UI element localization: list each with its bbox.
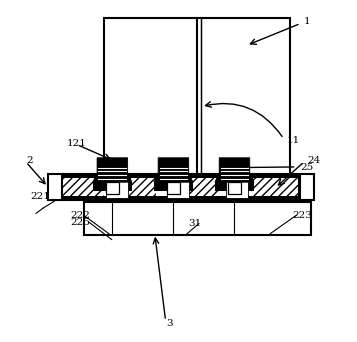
Bar xyxy=(84,201,311,235)
Bar xyxy=(61,174,299,178)
Polygon shape xyxy=(154,158,193,182)
Text: 225: 225 xyxy=(71,218,91,227)
Bar xyxy=(106,178,127,198)
Text: 3: 3 xyxy=(167,319,173,328)
Bar xyxy=(167,178,189,198)
Text: 25: 25 xyxy=(301,163,314,172)
Bar xyxy=(129,174,156,200)
Bar xyxy=(48,174,62,200)
Text: 222: 222 xyxy=(71,211,91,220)
Bar xyxy=(228,182,241,194)
Polygon shape xyxy=(93,158,132,182)
Bar xyxy=(190,174,217,200)
Bar xyxy=(119,182,132,190)
Text: 121: 121 xyxy=(66,139,86,148)
Bar xyxy=(300,174,314,200)
Bar xyxy=(154,182,167,190)
Bar xyxy=(180,182,193,190)
Text: 2: 2 xyxy=(26,156,32,165)
Bar xyxy=(226,178,248,198)
Bar xyxy=(251,174,299,200)
Polygon shape xyxy=(215,158,254,182)
Text: 223: 223 xyxy=(292,211,312,220)
Bar xyxy=(61,174,104,200)
Bar xyxy=(241,182,254,190)
Text: 31: 31 xyxy=(189,219,202,228)
Text: 24: 24 xyxy=(307,156,321,165)
Bar xyxy=(215,182,228,190)
Bar xyxy=(167,182,180,194)
Bar xyxy=(104,18,291,188)
Bar xyxy=(93,182,106,190)
Bar xyxy=(61,174,299,200)
Text: 1: 1 xyxy=(304,17,311,26)
Text: 221: 221 xyxy=(30,192,50,201)
Bar xyxy=(106,182,119,194)
Bar xyxy=(61,196,299,200)
Text: 11: 11 xyxy=(287,136,300,145)
